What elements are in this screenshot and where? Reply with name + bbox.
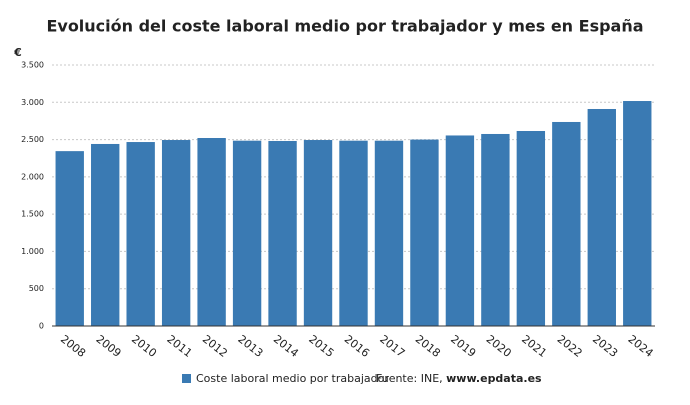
y-tick-label: 2.500 — [21, 135, 44, 144]
bar — [55, 151, 84, 326]
x-tick-label: 2017 — [377, 332, 407, 359]
y-tick-label: 500 — [29, 284, 44, 293]
x-tick-label: 2016 — [342, 332, 372, 359]
bar — [339, 140, 368, 326]
bar — [552, 121, 581, 327]
y-tick-label: 3.500 — [21, 61, 44, 70]
bar — [268, 140, 297, 326]
legend-swatch — [182, 374, 191, 383]
x-tick-label: 2020 — [484, 332, 514, 359]
source: Fuente: INE, www.epdata.es — [376, 372, 542, 385]
x-tick-label: 2024 — [626, 332, 656, 359]
bar — [410, 139, 439, 326]
chart-title: Evolución del coste laboral medio por tr… — [46, 17, 643, 36]
bar — [481, 133, 510, 326]
y-tick-label: 1.000 — [21, 247, 44, 256]
x-tick-label: 2010 — [129, 332, 159, 359]
bar — [303, 140, 333, 326]
bar — [445, 135, 475, 326]
bar — [374, 140, 404, 326]
y-tick-label: 3.000 — [21, 98, 44, 107]
legend-label: Coste laboral medio por trabajador — [196, 372, 389, 385]
y-tick-label: 2.000 — [21, 172, 44, 181]
x-tick-label: 2011 — [164, 332, 194, 359]
x-tick-label: 2021 — [519, 332, 549, 359]
y-tick-label: 1.500 — [21, 210, 44, 219]
x-tick-label: 2018 — [413, 332, 443, 359]
x-tick-label: 2008 — [58, 332, 88, 359]
x-tick-label: 2023 — [590, 332, 620, 359]
y-axis-label: € — [13, 46, 22, 59]
y-tick-label: 0 — [39, 322, 44, 331]
x-tick-label: 2013 — [235, 332, 265, 359]
x-tick-label: 2022 — [555, 332, 585, 359]
bar — [197, 138, 226, 326]
bar — [587, 108, 616, 326]
bar — [516, 130, 546, 326]
x-tick-label: 2009 — [94, 332, 124, 359]
x-tick-label: 2014 — [271, 332, 301, 359]
source-link: www.epdata.es — [446, 372, 542, 385]
bar — [232, 140, 262, 326]
bar — [126, 142, 155, 326]
x-tick-label: 2012 — [200, 332, 230, 359]
x-tick-label: 2019 — [448, 332, 478, 359]
source-text: Fuente: INE, — [376, 372, 443, 385]
x-tick-label: 2015 — [306, 332, 336, 359]
bar — [161, 140, 191, 326]
bar — [91, 143, 120, 326]
bar — [623, 101, 652, 326]
